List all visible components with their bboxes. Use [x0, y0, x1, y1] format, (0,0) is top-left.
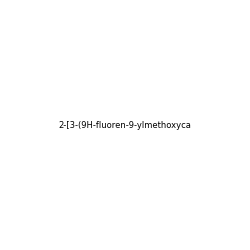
Text: 2-[3-(9H-fluoren-9-ylmethoxyca: 2-[3-(9H-fluoren-9-ylmethoxyca	[58, 120, 192, 130]
